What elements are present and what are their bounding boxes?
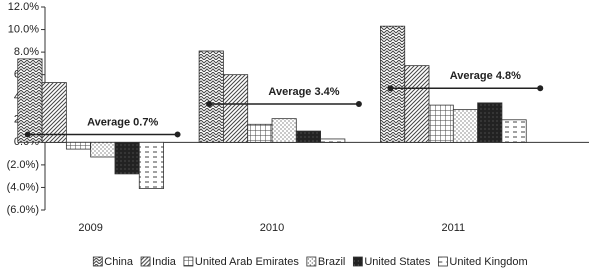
bar — [320, 138, 346, 143]
bar — [404, 65, 430, 143]
legend-swatch — [352, 256, 363, 267]
bar — [90, 141, 116, 158]
average-label: Average 4.8% — [450, 70, 521, 82]
x-tick-label: 2009 — [78, 222, 102, 234]
legend-swatch — [306, 256, 317, 267]
x-tick-label: 2010 — [260, 222, 284, 234]
legend-label: China — [104, 256, 134, 268]
bar — [17, 58, 43, 143]
average-dot — [537, 85, 544, 92]
bar — [295, 130, 321, 143]
average-label: Average 0.7% — [87, 116, 158, 128]
bar — [114, 141, 140, 175]
average-label: Average 3.4% — [268, 86, 339, 98]
average-dot — [355, 100, 362, 107]
legend-label: India — [152, 256, 177, 268]
average-dot — [387, 85, 394, 92]
legend-label: United States — [364, 256, 431, 268]
y-tick-label: 12.0% — [8, 1, 39, 13]
bar — [222, 74, 249, 143]
bar — [41, 82, 67, 143]
y-tick-label: 10.0% — [8, 23, 39, 35]
legend-swatch — [140, 256, 151, 267]
bar — [477, 102, 503, 143]
bar — [428, 104, 454, 143]
legend-swatch — [92, 256, 103, 267]
x-tick-label: 2011 — [442, 222, 466, 234]
average-dot — [174, 131, 181, 138]
y-tick-label: 8.0% — [14, 46, 39, 58]
y-tick-label: (4.0%) — [7, 181, 39, 193]
bar — [501, 119, 527, 143]
legend: China India United Arab Emirates Brazil Unit… — [92, 256, 528, 268]
bar — [138, 141, 164, 189]
legend-swatch — [438, 256, 448, 267]
bar — [65, 141, 92, 150]
average-dot — [206, 100, 213, 107]
legend-label: United Arab Emirates — [195, 256, 299, 268]
bar — [271, 118, 297, 143]
legend-label: Brazil — [318, 256, 346, 268]
bar — [247, 123, 273, 143]
legend-swatch — [183, 256, 194, 267]
bar — [198, 50, 224, 143]
bar — [380, 25, 406, 143]
y-tick-label: (2.0%) — [7, 159, 39, 171]
y-tick-label: (6.0%) — [7, 204, 39, 216]
legend-label: United Kingdom — [449, 256, 527, 268]
average-dot — [24, 131, 31, 138]
bar — [452, 109, 479, 143]
